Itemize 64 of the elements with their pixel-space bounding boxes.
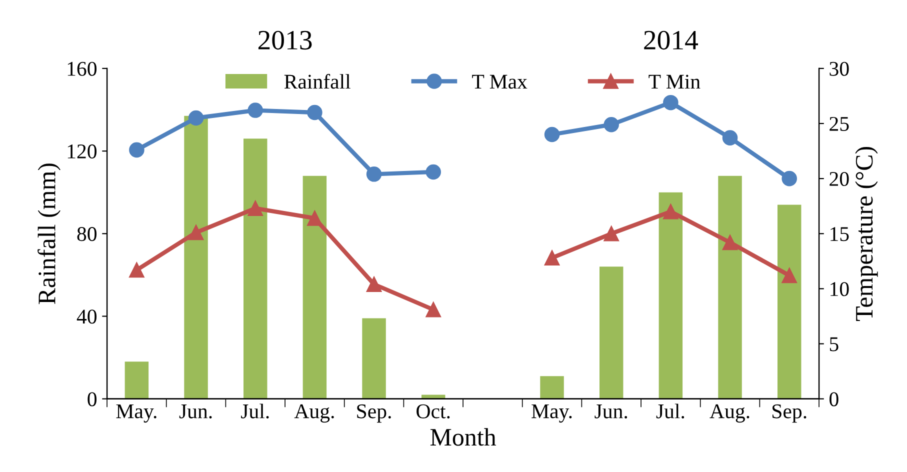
y2-tick-label: 30: [830, 62, 849, 76]
legend-label: T Min: [648, 74, 700, 89]
legend-label: T Max: [472, 74, 528, 89]
point: [426, 164, 441, 180]
point: [307, 210, 322, 226]
bar: [718, 176, 742, 399]
x-tick-label: Jul.: [241, 404, 269, 418]
y2-tick-label: 10: [830, 282, 849, 296]
y2-tick-label: 15: [830, 227, 849, 242]
x-tick-label: Aug.: [294, 404, 334, 423]
x-tick-label: Jun.: [594, 404, 628, 418]
point: [188, 224, 204, 240]
y2-tick-label: 25: [830, 116, 849, 131]
point: [604, 116, 619, 132]
point: [544, 250, 560, 266]
y-tick-label: 0: [88, 392, 97, 406]
legend-label: Rainfall: [284, 74, 350, 89]
text: 2014: [644, 30, 698, 50]
x-tick-label: Oct.: [416, 404, 450, 418]
bar: [124, 362, 149, 399]
point: [307, 104, 322, 120]
x-tick-label: Aug.: [710, 404, 750, 423]
bar: [540, 376, 564, 399]
bar: [658, 192, 683, 399]
point: [722, 130, 738, 146]
y-tick-label: 160: [68, 62, 97, 76]
y-tick-label: 120: [68, 144, 97, 158]
point: [722, 234, 738, 250]
point: [782, 268, 797, 284]
point: [426, 302, 441, 318]
point: [188, 110, 204, 126]
x-tick-label: Sep.: [772, 404, 806, 423]
point: [663, 204, 678, 220]
x-tick-label: Jul.: [656, 404, 684, 418]
point: [366, 166, 382, 182]
point: [604, 226, 619, 242]
y2-tick-label: 5: [830, 337, 838, 352]
x-tick-label: May.: [116, 404, 156, 423]
point: [663, 94, 678, 110]
x-tick-label: Sep.: [357, 404, 391, 423]
y2-tick-label: 0: [830, 392, 838, 406]
point: [544, 126, 560, 142]
text: 2013: [258, 30, 312, 50]
bar: [599, 266, 624, 399]
y2-tick-label: 20: [830, 172, 849, 186]
y-axis-title: Rainfall (mm): [38, 164, 60, 304]
y-tick-label: 80: [77, 227, 97, 242]
bar: [421, 394, 446, 399]
x-tick-label: Jun.: [179, 404, 212, 418]
y-tick-label: 40: [76, 310, 97, 324]
x-axis-title: Month: [430, 428, 496, 446]
point: [366, 276, 382, 292]
bar: [777, 204, 802, 399]
bar: [243, 138, 268, 399]
point: [782, 170, 797, 186]
point: [129, 142, 144, 158]
bar: [302, 176, 327, 399]
x-tick-label: May.: [532, 404, 572, 423]
point: [129, 262, 144, 278]
y2-axis-title: Temperature (°C): [855, 146, 878, 321]
point: [248, 102, 263, 118]
bar: [362, 318, 386, 399]
point: [248, 200, 263, 216]
bar: [184, 116, 208, 399]
